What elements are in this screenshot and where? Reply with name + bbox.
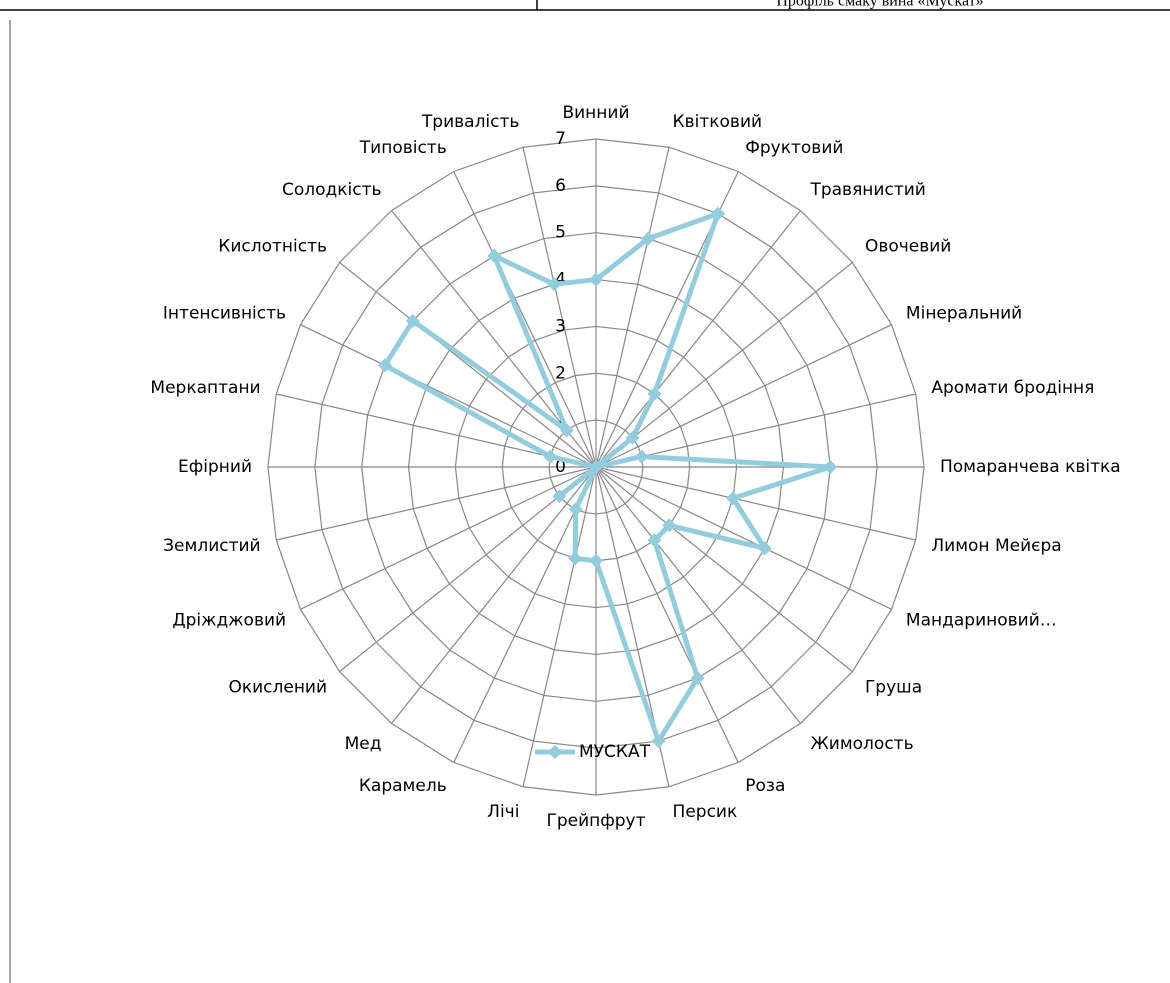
category-label: Карамель: [359, 776, 447, 796]
marker: [589, 272, 603, 287]
marker: [568, 502, 583, 517]
marker: [823, 460, 838, 474]
category-label: Травянистий: [809, 180, 925, 200]
category-label: Помаранчева квітка: [940, 457, 1121, 477]
legend-label: МУСКАТ: [579, 742, 651, 762]
category-label: Роза: [745, 776, 785, 796]
marker: [726, 491, 741, 506]
marker: [647, 533, 662, 548]
tick-label: 0: [555, 457, 566, 477]
spoke: [300, 324, 597, 468]
category-label: Фруктовий: [745, 138, 843, 158]
spoke: [276, 466, 597, 541]
category-label: Мандариновий…: [906, 611, 1057, 631]
marker: [662, 518, 677, 533]
marker: [547, 277, 562, 292]
spoke: [595, 466, 916, 541]
category-label: Лимон Мейєра: [931, 536, 1061, 556]
category-label: Окислений: [228, 678, 327, 698]
category-label: Типовість: [359, 138, 447, 158]
spoke: [453, 466, 597, 763]
category-label: Мінеральний: [906, 303, 1022, 323]
spoke: [339, 466, 597, 672]
tick-label: 2: [555, 363, 566, 383]
spoke: [595, 262, 853, 468]
spoke: [391, 466, 597, 724]
tick-label: 7: [555, 129, 566, 149]
category-label: Тривалість: [421, 112, 520, 132]
category-label: Аромати бродіння: [931, 378, 1094, 398]
spoke: [595, 466, 801, 724]
category-label: Овочевий: [865, 236, 951, 256]
category-label: Меркаптани: [150, 378, 260, 398]
category-label: Мед: [345, 734, 382, 754]
marker: [552, 489, 567, 504]
marker: [634, 449, 649, 464]
series-line: [382, 211, 833, 744]
category-label: Квітковий: [673, 112, 763, 132]
marker: [377, 358, 392, 373]
category-label: Інтенсивність: [163, 303, 286, 323]
header-title: Профіль смаку вина «Мускат»: [776, 0, 983, 10]
category-label: Грейпфрут: [546, 811, 645, 831]
spoke: [522, 147, 597, 468]
spoke: [595, 324, 892, 468]
category-label: Лічі: [487, 802, 519, 822]
spoke: [300, 466, 597, 610]
marker: [651, 734, 666, 749]
marker: [690, 671, 705, 686]
marker: [405, 313, 420, 328]
category-label: Жимолость: [810, 734, 913, 754]
marker: [487, 248, 502, 263]
tick-label: 3: [555, 316, 566, 336]
spoke: [595, 466, 892, 610]
category-label: Винний: [562, 103, 629, 123]
marker: [647, 386, 662, 401]
spoke: [595, 147, 670, 468]
legend-marker: [548, 745, 562, 759]
category-label: Ефірний: [178, 457, 252, 477]
marker: [559, 423, 574, 438]
category-label: Кислотність: [218, 236, 327, 256]
marker: [589, 460, 603, 474]
category-label: Дріжджовий: [172, 611, 286, 631]
marker: [757, 541, 772, 556]
spoke: [595, 466, 853, 672]
marker: [543, 449, 558, 464]
spoke: [595, 210, 801, 468]
marker: [589, 553, 603, 568]
spoke: [522, 466, 597, 787]
spoke: [595, 466, 739, 763]
marker: [568, 551, 583, 566]
category-label: Персик: [673, 802, 738, 822]
marker: [625, 430, 640, 445]
marker: [641, 231, 656, 246]
category-label: Груша: [865, 678, 922, 698]
tick-label: 5: [555, 223, 566, 243]
category-label: Землистий: [163, 536, 260, 556]
spoke: [453, 171, 597, 468]
spoke: [339, 262, 597, 468]
tick-label: 4: [555, 270, 566, 290]
marker: [710, 206, 725, 221]
category-label: Солодкість: [282, 180, 382, 200]
tick-label: 6: [555, 176, 566, 196]
